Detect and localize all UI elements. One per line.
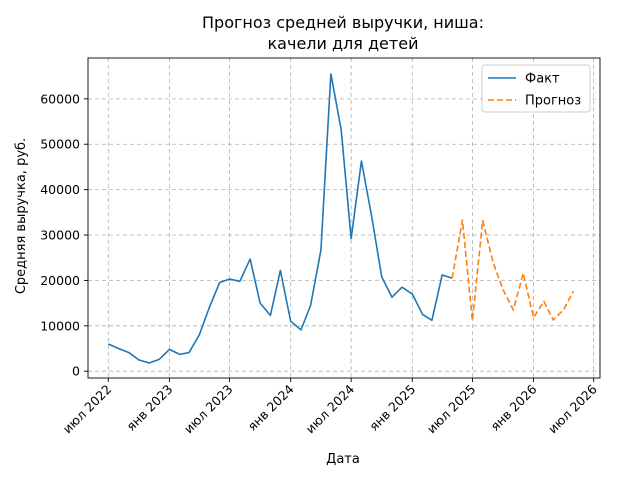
x-tick-label: июл 2024 <box>303 381 358 436</box>
chart-title-line-2: качели для детей <box>268 34 419 53</box>
series-line <box>107 73 453 364</box>
x-tick-label: янв 2023 <box>123 382 175 434</box>
y-tick-label: 60000 <box>40 91 80 106</box>
x-tick-label: янв 2025 <box>366 382 418 434</box>
y-tick-label: 50000 <box>40 137 80 152</box>
y-tick-label: 0 <box>72 364 80 379</box>
legend-label: Факт <box>525 72 560 87</box>
x-axis-label: Дата <box>326 452 360 467</box>
x-tick-label: янв 2026 <box>487 381 539 433</box>
grid <box>88 58 600 378</box>
series-line <box>451 219 575 322</box>
x-tick-label: июл 2022 <box>60 382 115 437</box>
y-axis-label: Средняя выручка, руб. <box>14 138 29 294</box>
y-tick-label: 40000 <box>40 182 80 197</box>
legend: Факт Прогноз <box>481 64 591 113</box>
series-layer <box>107 73 575 364</box>
x-tick-label: июл 2023 <box>181 382 236 437</box>
y-tick-label: 20000 <box>40 273 80 288</box>
x-tick-label: июл 2026 <box>545 381 600 436</box>
legend-label: Прогноз <box>525 94 581 109</box>
x-tick-label: янв 2024 <box>245 381 297 433</box>
y-tick-label: 30000 <box>40 228 80 243</box>
x-tick-label: июл 2025 <box>424 382 479 437</box>
chart-title-line-1: Прогноз средней выручки, ниша: <box>202 13 484 32</box>
plot-frame <box>87 57 601 379</box>
y-tick-label: 10000 <box>40 318 80 333</box>
